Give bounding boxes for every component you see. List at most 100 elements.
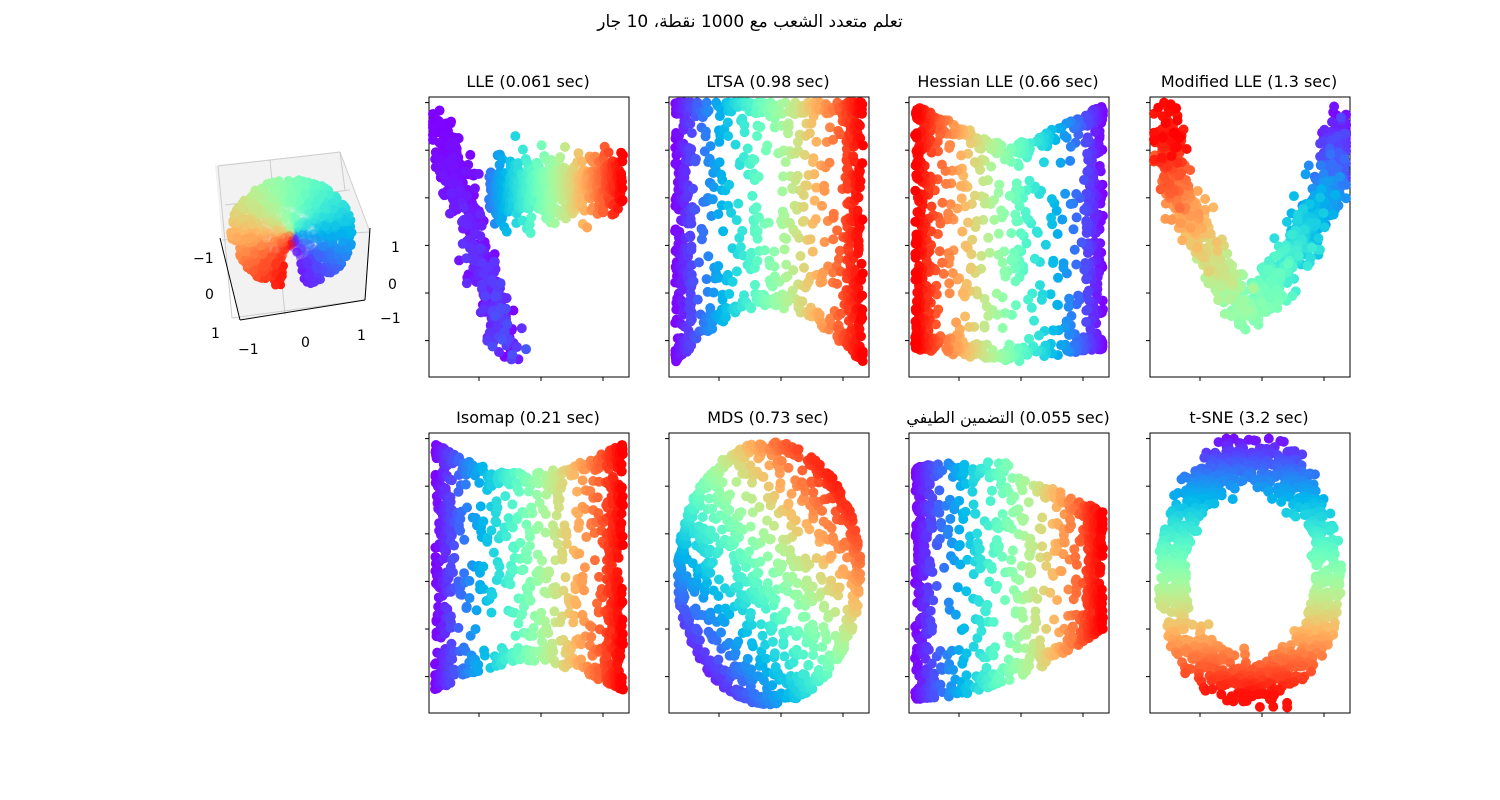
data-point xyxy=(999,266,1010,277)
data-point xyxy=(703,105,714,116)
data-point xyxy=(727,276,738,287)
data-point xyxy=(855,176,866,187)
data-point xyxy=(795,251,806,262)
data-point xyxy=(1046,194,1057,205)
data-point xyxy=(525,227,536,238)
data-point xyxy=(690,153,701,164)
data-point xyxy=(1200,194,1211,205)
data-point xyxy=(731,266,742,277)
data-point xyxy=(798,201,809,212)
data-point xyxy=(1181,143,1192,154)
data-point xyxy=(1328,209,1339,220)
data-point xyxy=(1339,154,1350,165)
data-point xyxy=(501,531,512,542)
data-point xyxy=(951,317,962,328)
data-point xyxy=(457,238,468,249)
data-point xyxy=(617,183,628,194)
data-point xyxy=(956,193,967,204)
data-point xyxy=(912,207,923,218)
data-point xyxy=(991,288,1002,299)
data-point xyxy=(495,278,506,289)
data-point xyxy=(819,185,830,196)
data-point xyxy=(577,156,588,167)
data-point xyxy=(751,202,762,213)
data-point xyxy=(434,137,445,148)
data-point xyxy=(993,249,1004,260)
data-point xyxy=(944,143,955,154)
data-point xyxy=(1034,280,1045,291)
data-point xyxy=(1073,290,1084,301)
data-point xyxy=(557,549,568,560)
data-point xyxy=(1063,301,1074,312)
data-point xyxy=(1211,237,1222,248)
data-point xyxy=(794,233,805,244)
data-point xyxy=(494,347,505,358)
data-point xyxy=(960,240,971,251)
data-point xyxy=(455,525,466,536)
data-point xyxy=(797,296,808,307)
data-point xyxy=(557,478,568,489)
data-point xyxy=(460,166,471,177)
data-point xyxy=(731,215,742,226)
data-point xyxy=(429,109,440,120)
data-point xyxy=(1053,272,1064,283)
data-point xyxy=(749,154,760,165)
data-point xyxy=(1166,151,1177,162)
data-point xyxy=(1329,101,1340,112)
data-point xyxy=(934,246,945,257)
data-point xyxy=(461,278,472,289)
figure-title: تعلم متعدد الشعب مع 1000 نقطة، 10 جار xyxy=(597,12,903,32)
data-point xyxy=(1071,188,1082,199)
data-point xyxy=(1315,192,1326,203)
data-point xyxy=(983,310,994,321)
data-point xyxy=(944,278,955,289)
data-point xyxy=(1287,229,1298,240)
data-point xyxy=(1260,306,1271,317)
data-point xyxy=(555,152,566,163)
data-point xyxy=(1185,222,1196,233)
data-point xyxy=(810,214,821,225)
data-point xyxy=(755,121,766,132)
data-point xyxy=(1010,300,1021,311)
data-point xyxy=(529,655,540,666)
data-point xyxy=(492,502,503,513)
data-point xyxy=(536,140,547,151)
data-point xyxy=(586,631,597,642)
data-point xyxy=(686,314,697,325)
data-point xyxy=(811,136,822,147)
data-point xyxy=(960,311,971,322)
data-point xyxy=(857,349,868,360)
data-point xyxy=(856,258,867,269)
data-point xyxy=(1192,242,1203,253)
data-point xyxy=(569,469,580,480)
data-point xyxy=(479,650,490,661)
data-point xyxy=(497,334,508,345)
data-point xyxy=(470,624,481,635)
data-point xyxy=(613,552,624,563)
data-point xyxy=(1219,308,1230,319)
data-point xyxy=(763,217,774,228)
data-point xyxy=(1271,251,1282,262)
data-point xyxy=(1172,141,1183,152)
data-point xyxy=(1300,169,1311,180)
data-point xyxy=(1076,237,1087,248)
data-point xyxy=(603,147,614,158)
data-point xyxy=(447,138,458,149)
data-point xyxy=(475,501,486,512)
data-point xyxy=(1157,132,1168,143)
data-point xyxy=(792,170,803,181)
data-point xyxy=(692,294,703,305)
data-point xyxy=(1081,305,1092,316)
data-point xyxy=(703,251,714,262)
data-point xyxy=(1079,204,1090,215)
data-point xyxy=(435,117,446,128)
data-point xyxy=(708,287,719,298)
data-point xyxy=(1171,103,1182,114)
data-point xyxy=(857,140,868,151)
data-point xyxy=(477,258,488,269)
data-point xyxy=(742,143,753,154)
data-point xyxy=(964,322,975,333)
data-point xyxy=(955,180,966,191)
data-point xyxy=(495,303,506,314)
